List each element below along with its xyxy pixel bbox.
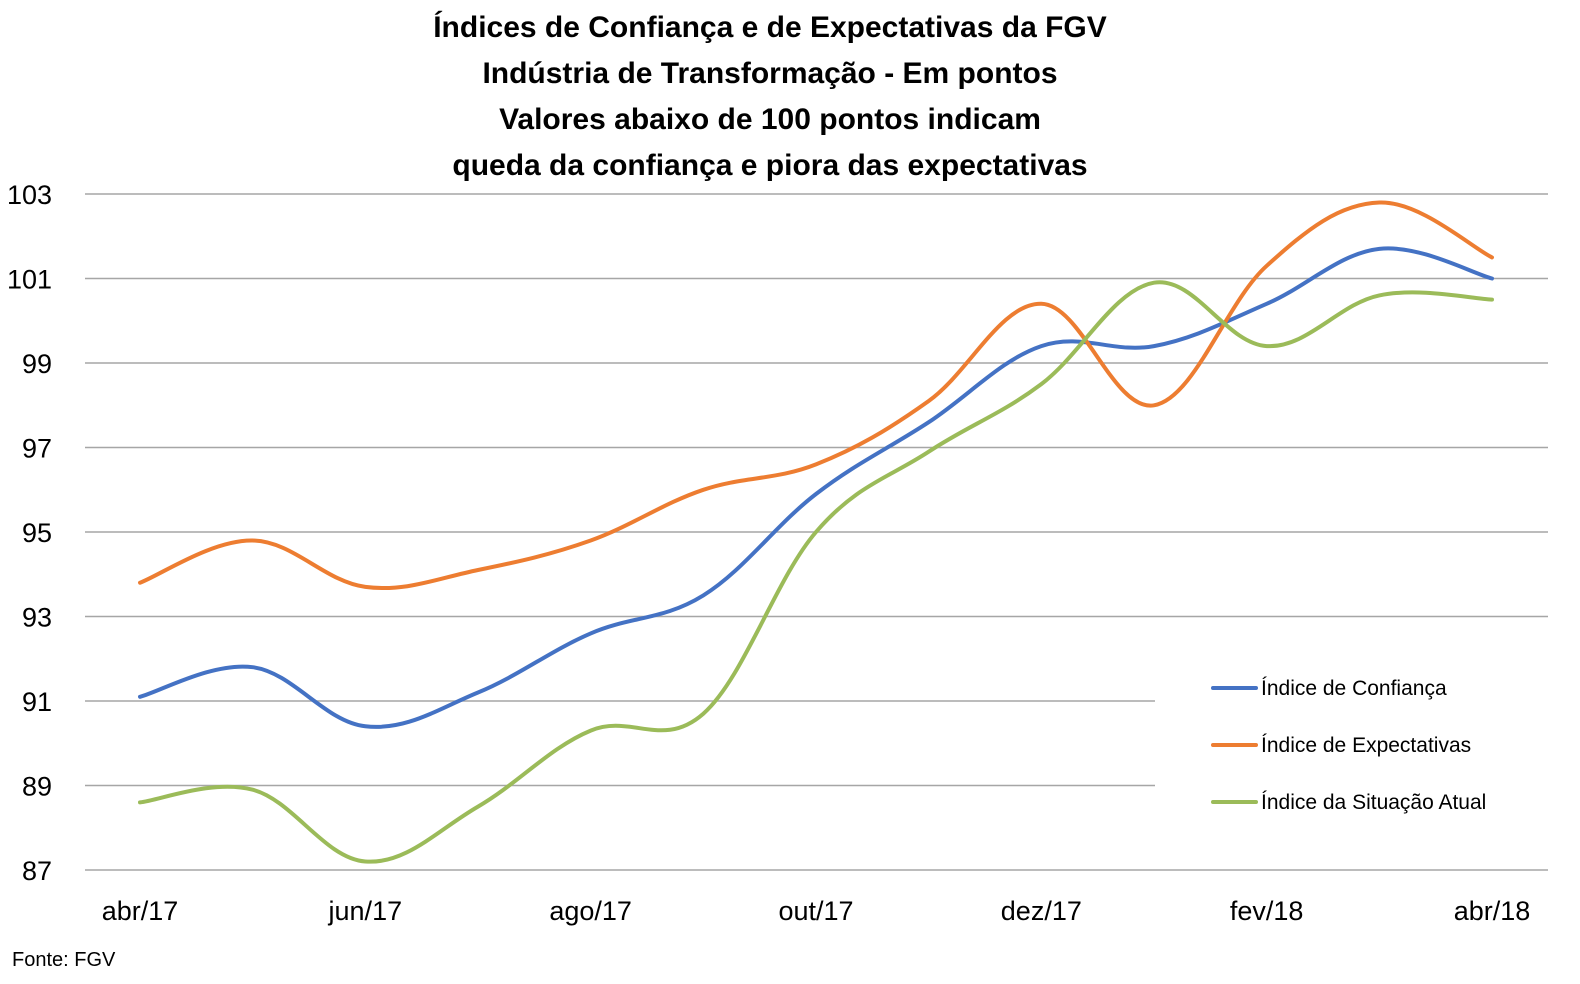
x-tick-label: jun/17 <box>328 896 403 926</box>
legend-label-confianca: Índice de Confiança <box>1261 677 1447 700</box>
series-line-confianca <box>138 246 1494 729</box>
chart-title-line-1: Índices de Confiança e de Expectativas d… <box>433 10 1107 44</box>
series-line-expectativas <box>138 200 1494 591</box>
chart-title-line-3: Valores abaixo de 100 pontos indicam <box>499 103 1041 136</box>
y-tick-label: 93 <box>22 603 52 633</box>
y-axis-tick-labels: 87 89 91 93 95 97 99 101 103 <box>7 180 52 886</box>
y-tick-label: 103 <box>7 180 52 210</box>
x-axis-tick-labels: abr/17 jun/17 ago/17 out/17 dez/17 fev/18 abr/… <box>102 896 1531 926</box>
y-tick-label: 95 <box>22 518 52 548</box>
y-tick-label: 97 <box>22 434 52 464</box>
chart-title-line-2: Indústria de Transformação - Em pontos <box>482 57 1057 90</box>
x-tick-label: abr/17 <box>102 896 179 926</box>
y-tick-label: 87 <box>22 856 52 886</box>
y-tick-label: 101 <box>7 265 52 295</box>
y-tick-label: 89 <box>22 772 52 802</box>
y-tick-label: 99 <box>22 349 52 379</box>
legend-label-situacao-atual: Índice da Situação Atual <box>1261 791 1486 814</box>
x-tick-label: dez/17 <box>1001 896 1082 926</box>
legend: Índice de Confiança Índice de Expectativa… <box>1211 677 1486 814</box>
y-tick-label: 91 <box>22 687 52 717</box>
chart-title: Índices de Confiança e de Expectativas d… <box>433 10 1107 182</box>
x-tick-label: ago/17 <box>549 896 632 926</box>
legend-label-expectativas: Índice de Expectativas <box>1261 734 1471 757</box>
source-note: Fonte: FGV <box>12 949 116 971</box>
series-lines <box>138 200 1494 864</box>
x-tick-label: abr/18 <box>1454 896 1531 926</box>
x-tick-label: fev/18 <box>1230 896 1304 926</box>
series-line-situacao-atual <box>138 280 1494 864</box>
x-tick-label: out/17 <box>778 896 853 926</box>
chart-title-line-4: queda da confiança e piora das expectati… <box>452 149 1087 182</box>
